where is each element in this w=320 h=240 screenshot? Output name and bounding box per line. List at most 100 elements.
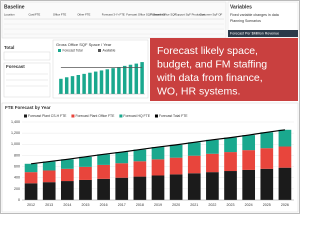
legend-label: Forecast Total — [63, 48, 83, 52]
bar-segment — [60, 168, 74, 182]
bar-segment — [42, 170, 56, 183]
bar-segment — [115, 152, 129, 164]
bar-segment — [133, 161, 147, 177]
x-tick-label: 2017 — [118, 203, 126, 207]
bar-segment — [224, 152, 237, 172]
y-tick-label: 200 — [14, 187, 20, 191]
bar-segment — [133, 176, 147, 200]
bar-segment — [187, 155, 201, 174]
bar-segment — [97, 164, 110, 179]
callout-text: Forecast likely space, — [157, 45, 258, 57]
x-tick-label: 2021 — [190, 203, 198, 207]
x-tick-label: 2025 — [263, 203, 271, 207]
bar — [82, 73, 86, 94]
legend-label: Forecast Total FTE — [159, 114, 188, 118]
y-tick-label: 1,000 — [11, 142, 20, 146]
bar-segment — [278, 146, 292, 168]
bar — [117, 67, 121, 94]
bar-segment — [260, 168, 274, 200]
bar-segment — [79, 166, 92, 180]
legend-swatch — [98, 49, 101, 52]
legend-swatch — [24, 114, 27, 118]
bar — [70, 76, 75, 94]
variable-item: Fixed variable changes in data — [230, 13, 279, 17]
bar-segment — [206, 153, 219, 173]
bar-segment — [133, 149, 147, 162]
bar-segment — [224, 137, 237, 153]
bar-segment — [260, 132, 274, 149]
bar-segment — [24, 163, 38, 173]
y-tick-label: 600 — [14, 165, 20, 169]
y-tick-label: 0 — [18, 198, 20, 202]
x-tick-label: 2013 — [45, 203, 53, 207]
bar-segment — [169, 157, 183, 175]
bar-segment — [169, 174, 183, 200]
bar — [88, 72, 92, 94]
bar — [93, 71, 98, 94]
legend-label: Available — [103, 48, 116, 52]
dashboard: Baseline Variables Fixed variable change… — [0, 0, 300, 214]
bar-segment — [242, 169, 256, 200]
bar — [140, 62, 144, 94]
bar-segment — [115, 177, 129, 200]
variables-footer-bar — [228, 30, 298, 37]
bar-segment — [187, 173, 201, 200]
bar-segment — [24, 172, 38, 184]
bar — [134, 63, 139, 94]
bar-segment — [97, 154, 110, 165]
column-header: Office FTE — [53, 13, 66, 17]
y-tick-label: 400 — [14, 176, 20, 180]
x-tick-label: 2022 — [208, 203, 216, 207]
callout-text: WO, HR systems. — [157, 85, 240, 97]
bar — [64, 77, 69, 94]
bar-segment — [206, 139, 219, 154]
column-header: Support SqF Production — [175, 13, 205, 17]
callout-text: with data from finance, — [156, 72, 263, 84]
x-tick-label: 2024 — [245, 203, 253, 207]
column-header: Other FTE — [77, 13, 90, 17]
x-tick-label: 2018 — [136, 203, 144, 207]
callout-box — [150, 38, 298, 101]
bar-segment — [42, 182, 56, 200]
bar-segment — [169, 144, 183, 158]
legend-swatch — [119, 114, 123, 118]
forecast-label: Forecast — [6, 64, 25, 69]
variables-footer: Forecast Per $Million Revenue — [230, 31, 279, 35]
bar-segment — [115, 163, 129, 178]
line — [30, 129, 286, 165]
legend-swatch — [71, 114, 75, 118]
legend-label: Forecast Plant CS-H FTE — [28, 114, 67, 118]
table-rows — [4, 18, 224, 35]
y-tick-label: 800 — [14, 153, 20, 157]
column-header: Forecast 3-Yr FTE — [102, 13, 125, 17]
x-tick-label: 2016 — [100, 203, 108, 207]
bar-segment — [151, 175, 165, 200]
bar-segment — [24, 183, 38, 200]
bar-segment — [187, 142, 201, 156]
bar-segment — [42, 161, 56, 171]
column-header: Forecast Office SQF — [151, 13, 177, 17]
baseline-panel — [1, 1, 227, 39]
bar-segment — [206, 172, 219, 200]
variable-item: Planning Scenarios — [230, 19, 261, 23]
bar-segment — [151, 147, 165, 160]
bar-segment — [60, 159, 74, 169]
total-label: Total — [4, 45, 14, 50]
x-tick-label: 2026 — [281, 203, 289, 207]
y-tick-label: 1,200 — [11, 131, 20, 135]
legend-swatch — [154, 114, 158, 118]
bar-segment — [224, 171, 237, 200]
x-tick-label: 2015 — [81, 203, 89, 207]
bar-segment — [242, 150, 256, 170]
bar-segment — [242, 135, 256, 151]
bar-segment — [260, 148, 274, 169]
bar — [76, 75, 81, 94]
space-chart-title: Gross Office SQF Space / Year — [56, 42, 112, 47]
column-header: Forecast Office SQF (Baseline) — [126, 13, 165, 17]
y-tick-label: 1,400 — [11, 120, 20, 124]
bar — [59, 78, 63, 94]
x-tick-label: 2019 — [154, 203, 162, 207]
x-tick-label: 2020 — [172, 203, 180, 207]
bar-segment — [97, 178, 110, 200]
total-box — [3, 51, 51, 61]
